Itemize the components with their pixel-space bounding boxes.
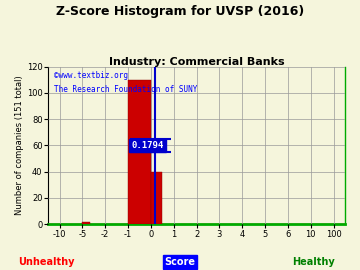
Text: Unhealthy: Unhealthy	[19, 257, 75, 267]
Text: Score: Score	[165, 257, 195, 267]
Text: Z-Score Histogram for UVSP (2016): Z-Score Histogram for UVSP (2016)	[56, 5, 304, 18]
Text: Healthy: Healthy	[292, 257, 334, 267]
Y-axis label: Number of companies (151 total): Number of companies (151 total)	[15, 76, 24, 215]
Text: The Research Foundation of SUNY: The Research Foundation of SUNY	[54, 85, 197, 94]
Title: Industry: Commercial Banks: Industry: Commercial Banks	[109, 56, 284, 66]
Bar	[151, 172, 162, 224]
Bar	[82, 222, 90, 224]
Bar	[128, 80, 151, 224]
Text: ©www.textbiz.org: ©www.textbiz.org	[54, 71, 128, 80]
Text: 0.1794: 0.1794	[131, 141, 164, 150]
